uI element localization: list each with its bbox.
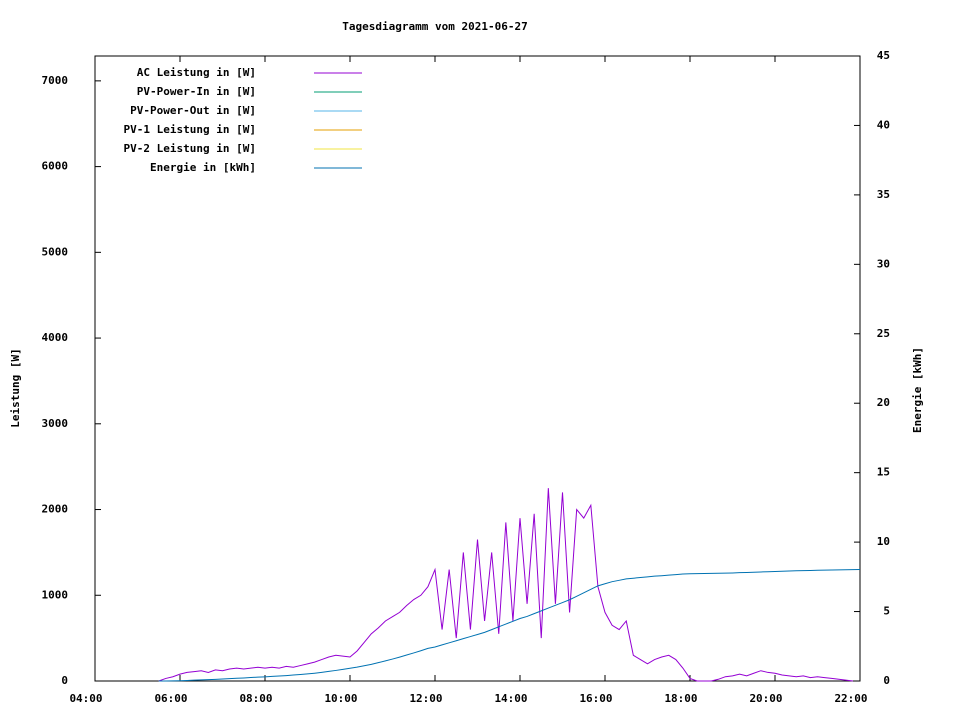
y-tick-label: 3000 bbox=[42, 417, 69, 430]
y-tick-label: 4000 bbox=[42, 331, 69, 344]
series-line bbox=[158, 488, 853, 682]
y2-axis-label: Energie [kWh] bbox=[911, 347, 924, 433]
y-tick-label: 2000 bbox=[42, 503, 69, 516]
y-tick-label: 7000 bbox=[42, 74, 69, 87]
y2-tick-label: 40 bbox=[877, 118, 890, 131]
y2-tick-label: 25 bbox=[877, 327, 890, 340]
x-tick-label: 16:00 bbox=[579, 692, 612, 705]
y2-tick-label: 30 bbox=[877, 257, 890, 270]
y-tick-label: 5000 bbox=[42, 245, 69, 258]
y-tick-label: 0 bbox=[61, 674, 68, 687]
x-tick-label: 04:00 bbox=[69, 692, 102, 705]
x-tick-label: 22:00 bbox=[834, 692, 867, 705]
y2-tick-label: 15 bbox=[877, 466, 890, 479]
x-tick-label: 10:00 bbox=[324, 692, 357, 705]
legend-label: PV-1 Leistung in [W] bbox=[124, 123, 256, 136]
plot-border bbox=[94, 55, 861, 682]
x-tick-label: 18:00 bbox=[664, 692, 697, 705]
y-tick-label: 1000 bbox=[42, 588, 69, 601]
chart-title: Tagesdiagramm vom 2021-06-27 bbox=[342, 20, 527, 33]
x-tick-label: 06:00 bbox=[154, 692, 187, 705]
legend-label: PV-Power-In in [W] bbox=[137, 85, 256, 98]
y2-tick-label: 10 bbox=[877, 535, 890, 548]
legend-label: Energie in [kWh] bbox=[150, 161, 256, 174]
y2-tick-label: 5 bbox=[883, 605, 890, 618]
x-tick-label: 14:00 bbox=[494, 692, 527, 705]
y2-tick-label: 20 bbox=[877, 396, 890, 409]
x-tick-label: 20:00 bbox=[749, 692, 782, 705]
y2-tick-label: 0 bbox=[883, 674, 890, 687]
series-line bbox=[158, 568, 861, 682]
legend-label: PV-Power-Out in [W] bbox=[130, 104, 256, 117]
x-tick-label: 08:00 bbox=[239, 692, 272, 705]
legend-label: AC Leistung in [W] bbox=[137, 66, 256, 79]
y2-tick-label: 45 bbox=[877, 49, 890, 62]
legend-label: PV-2 Leistung in [W] bbox=[124, 142, 256, 155]
y-axis-label: Leistung [W] bbox=[9, 348, 22, 427]
x-tick-label: 12:00 bbox=[409, 692, 442, 705]
y2-tick-label: 35 bbox=[877, 188, 890, 201]
y-tick-label: 6000 bbox=[42, 160, 69, 173]
